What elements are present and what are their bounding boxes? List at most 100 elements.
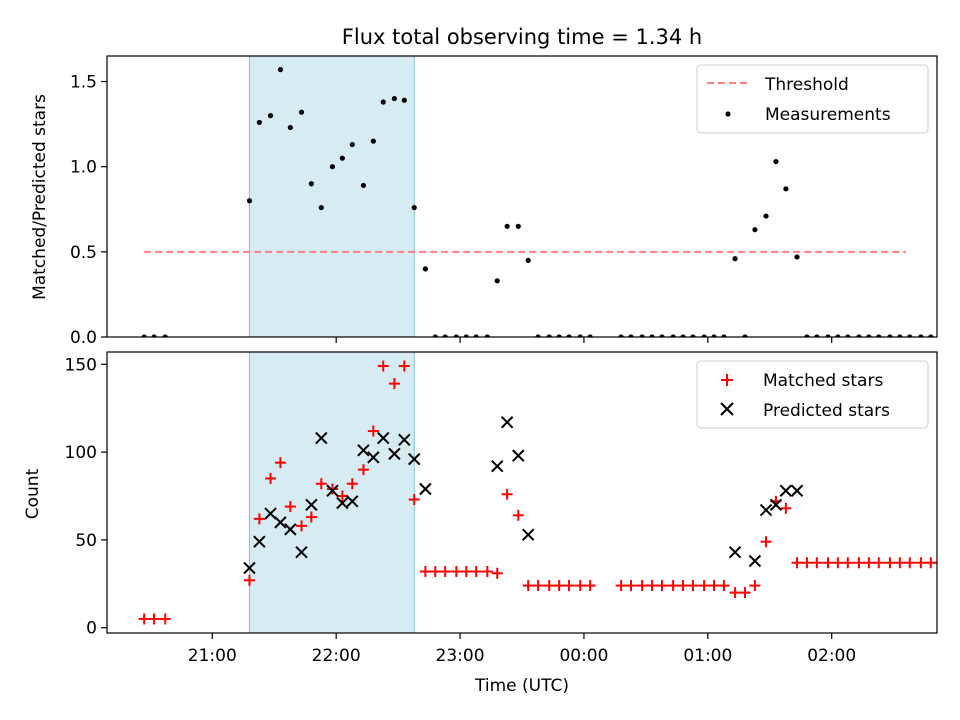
predicted-stars-point	[408, 452, 421, 466]
measurement-point	[318, 204, 324, 211]
measurement-point	[783, 186, 789, 192]
measurement-point	[546, 334, 552, 337]
matched-stars-point	[915, 557, 927, 569]
matched-stars-point	[274, 457, 286, 469]
matched-stars-point	[159, 613, 171, 625]
measurement-point	[494, 278, 500, 284]
measurement-point	[298, 109, 305, 115]
matched-stars-point	[646, 580, 658, 592]
bottom-panel: 0 50 100 150 21:00 22:00 23:00 00:00 01:00 02:00…	[23, 351, 938, 696]
measurement-point	[866, 334, 872, 337]
predicted-stars-point	[326, 484, 339, 497]
matched-stars-point	[791, 557, 803, 569]
bottom-x-ticks: 21:00 22:00 23:00 00:00 01:00 02:00	[188, 633, 856, 666]
measurement-point	[752, 227, 758, 233]
measurement-point	[907, 334, 913, 337]
matched-stars-point	[336, 490, 348, 502]
measurement-point	[845, 334, 851, 337]
measurement-point	[525, 257, 531, 263]
x-tick-label: 22:00	[312, 646, 361, 666]
y-tick-label: 0	[86, 619, 97, 639]
matched-stars-point	[873, 557, 885, 569]
matched-stars-point	[481, 566, 493, 578]
measurement-point	[773, 158, 779, 165]
bottom-y-ticks: 0 50 100 150	[65, 355, 107, 639]
measurement-point	[504, 223, 510, 229]
matched-stars-point	[388, 378, 400, 390]
x-tick-label: 23:00	[436, 646, 485, 666]
measurement-point	[484, 334, 490, 337]
measurement-point	[670, 334, 676, 337]
x-tick-label: 00:00	[559, 646, 608, 666]
y-tick-label: 1.0	[70, 158, 97, 178]
x-axis-label: Time (UTC)	[474, 676, 569, 696]
measurement-point	[267, 113, 274, 119]
matched-stars-point	[357, 464, 369, 476]
predicted-stars-point	[790, 484, 804, 497]
bottom-plot-frame	[106, 351, 938, 634]
predicted-stars-point	[253, 535, 266, 548]
measurement-point	[577, 334, 583, 337]
measurement-point	[401, 97, 407, 103]
matched-stars-point	[148, 613, 160, 625]
measurement-point	[256, 119, 262, 126]
measurement-point	[380, 99, 386, 105]
measurement-point	[566, 334, 572, 337]
matched-stars-point	[439, 566, 451, 578]
matched-stars-point	[563, 580, 575, 592]
matched-stars-point	[138, 613, 150, 625]
measurement-point	[463, 334, 469, 337]
threshold-legend-label: Threshold	[764, 75, 849, 95]
measurement-point	[246, 198, 253, 204]
matched-stars-point	[625, 580, 637, 592]
matched-stars-point	[667, 580, 679, 592]
bottom-legend-box	[696, 360, 929, 429]
top-legend: Threshold Measurements	[696, 64, 929, 134]
matched-stars-point	[615, 580, 627, 592]
matched-stars-point	[749, 580, 761, 592]
matched-legend-swatch	[721, 374, 733, 386]
top-y-ticks: 0.0 0.5 1.0 1.5	[70, 73, 107, 348]
matched-stars-point	[801, 557, 813, 569]
measurement-point	[690, 334, 696, 337]
y-tick-label: 0.5	[70, 243, 97, 263]
matched-stars-point	[398, 360, 410, 372]
measurement-point	[151, 334, 157, 337]
x-tick-label: 01:00	[683, 646, 732, 666]
matched-stars-point	[574, 580, 586, 592]
matched-stars-point	[315, 478, 327, 490]
matched-stars-point	[853, 557, 865, 569]
measurement-point	[442, 334, 448, 337]
measurement-point	[701, 334, 707, 337]
matched-stars-point	[470, 566, 482, 578]
matched-stars-point	[832, 557, 844, 569]
top-legend-box	[696, 64, 929, 134]
measurement-point	[556, 334, 562, 337]
matched-stars-point	[718, 580, 730, 592]
predicted-stars-point	[284, 523, 297, 536]
predicted-stars-point	[491, 459, 504, 473]
matched-stars-point	[346, 478, 358, 490]
measurement-point	[659, 334, 665, 337]
matched-stars-point	[698, 580, 710, 592]
matched-stars-point	[677, 580, 689, 592]
measurement-point	[649, 334, 655, 337]
measurement-point	[918, 334, 924, 337]
matched-stars-point	[863, 557, 875, 569]
matched-stars-point	[729, 587, 741, 599]
measurement-point	[856, 334, 862, 337]
measurement-point	[732, 256, 738, 262]
predicted-stars-point	[512, 449, 525, 462]
predicted-stars-point	[274, 516, 287, 529]
predicted-stars-point	[377, 431, 390, 445]
measurement-point	[887, 334, 893, 337]
measurement-point	[928, 334, 934, 337]
top-chart-title: Flux total observing time = 1.34 h	[342, 25, 702, 49]
matched-stars-point	[284, 501, 296, 513]
predicted-stars-point	[521, 528, 535, 541]
measurement-point	[825, 334, 831, 337]
matched-stars-point	[894, 557, 906, 569]
measurement-point	[876, 334, 882, 337]
measurements-legend-label: Measurements	[765, 105, 891, 125]
